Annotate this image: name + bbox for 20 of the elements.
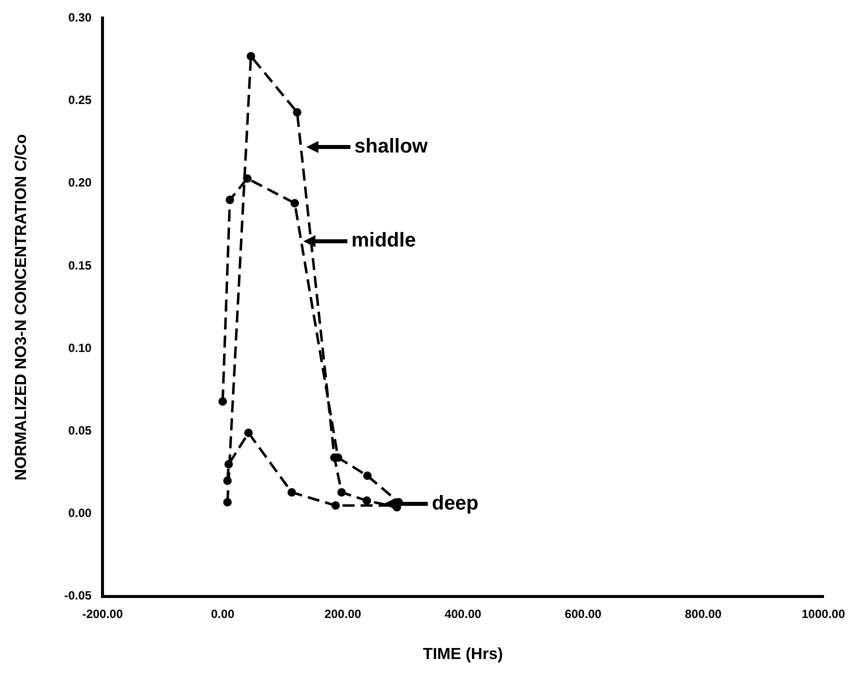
x-tick-label: 600.00 [564,606,602,621]
y-tick-label: 0.10 [68,340,92,355]
y-tick-label: 0.00 [68,506,92,520]
x-tick-label: 400.00 [444,606,482,621]
annotation: middle [351,230,416,252]
annotation: shallow [354,136,428,158]
y-tick-label: 0.15 [68,258,92,272]
x-tick-label: 200.00 [324,606,362,621]
y-tick-label: 0.30 [68,10,92,25]
x-tick-label: -200.00 [82,606,124,621]
annotation: deep [432,492,479,514]
x-tick-label: 800.00 [684,606,722,621]
y-tick-label: -0.05 [64,588,92,603]
y-axis-title: NORMALIZED NO3-N CONCENTRATION C/Co [13,134,30,480]
y-tick-label: 0.05 [68,424,92,438]
x-tick-label: 0.00 [211,606,235,621]
x-tick-label: 1000.00 [802,606,846,621]
x-axis-title: TIME (Hrs) [422,646,503,663]
y-tick-label: 0.25 [68,93,92,108]
y-tick-label: 0.20 [68,176,92,190]
